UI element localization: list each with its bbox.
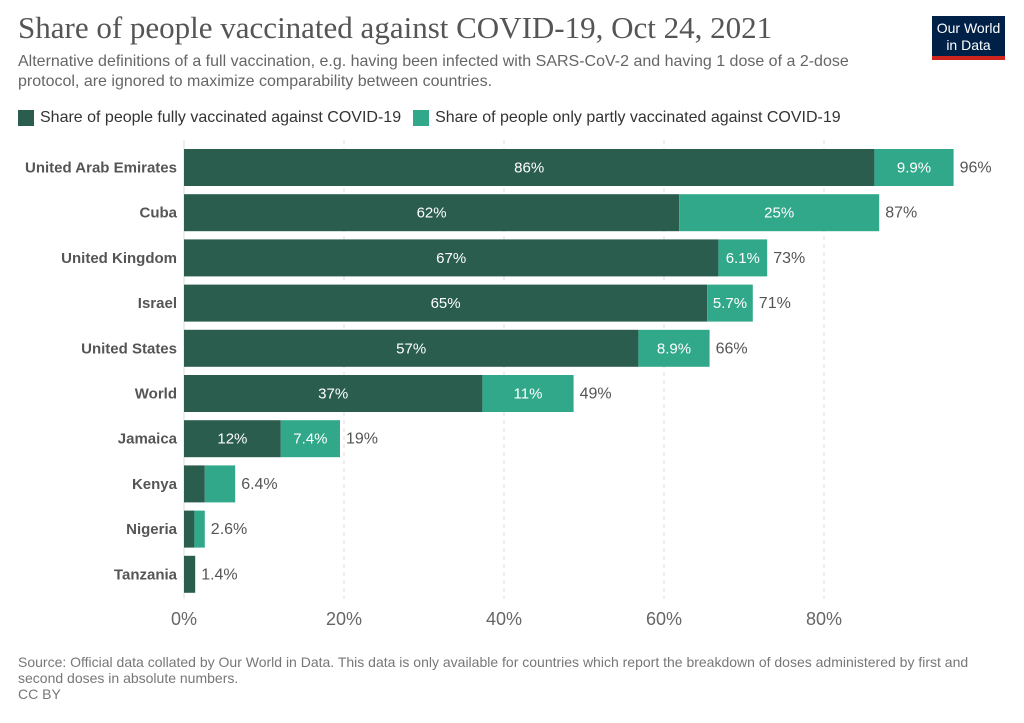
bar-fully <box>184 329 639 367</box>
bar-partly <box>718 239 768 277</box>
bar-total-label: 6.4% <box>241 476 277 493</box>
bar-fully <box>184 555 196 593</box>
bar-partly <box>482 375 574 412</box>
bar-total-label: 2.6% <box>211 521 247 538</box>
bar-partly <box>280 420 340 458</box>
category-label: Nigeria <box>126 521 178 538</box>
bar-total-label: 96% <box>960 160 992 177</box>
legend-swatch-partly <box>413 110 430 126</box>
category-label: United Kingdom <box>61 250 177 267</box>
chart-title: Share of people vaccinated against COVID… <box>18 10 773 45</box>
bar-partly <box>679 194 880 232</box>
category-label: United Arab Emirates <box>25 160 177 177</box>
category-label: Israel <box>138 295 177 312</box>
bar-partly <box>874 149 954 186</box>
footer: Source: Official data collated by Our Wo… <box>18 654 1008 702</box>
x-tick-label: 20% <box>326 609 362 629</box>
logo-line-2: in Data <box>946 37 991 53</box>
x-tick-label: 60% <box>646 609 682 629</box>
source-note: Source: Official data collated by Our Wo… <box>18 654 969 686</box>
bar-fully-label: 67% <box>436 250 466 267</box>
bar-fully <box>184 510 195 548</box>
logo-line-1: Our World <box>936 20 1001 36</box>
owid-logo[interactable]: Our World in Data <box>932 16 1005 60</box>
bar-partly <box>194 510 205 548</box>
x-tick-label: 80% <box>806 609 842 629</box>
legend-swatch-fully <box>18 110 34 126</box>
legend-item-partly[interactable]: Share of people only partly vaccinated a… <box>413 109 841 127</box>
bar-partly-label: 25% <box>764 205 794 222</box>
bar-total-label: 87% <box>885 205 917 222</box>
legend-label-partly: Share of people only partly vaccinated a… <box>435 109 841 126</box>
bar-partly-label: 11% <box>514 386 543 403</box>
bar-fully <box>184 194 680 232</box>
bar-fully <box>184 465 205 503</box>
category-label: Kenya <box>132 476 178 493</box>
category-label: United States <box>81 340 177 357</box>
bar-fully <box>184 284 708 322</box>
bar-partly <box>638 329 710 367</box>
bar-fully <box>184 239 719 277</box>
bar-total-label: 71% <box>759 295 791 312</box>
bar-fully <box>184 149 875 186</box>
bar-fully-label: 12% <box>217 431 247 448</box>
category-label: Jamaica <box>118 431 178 448</box>
bar-total-label: 1.4% <box>201 566 237 583</box>
bar-chart: 0% 20% 40% 60% 80% United Arab Emirates 86% 9.9… <box>25 140 992 629</box>
bar-fully-label: 57% <box>396 340 426 357</box>
legend-item-fully[interactable]: Share of people fully vaccinated against… <box>18 109 401 127</box>
bar-partly-label: 6.1% <box>726 250 760 267</box>
chart-subtitle: Alternative definitions of a full vaccin… <box>18 53 849 90</box>
bar-total-label: 19% <box>346 431 378 448</box>
x-tick-label: 40% <box>486 609 522 629</box>
bar-fully-label: 86% <box>514 160 544 177</box>
license-label: CC BY <box>18 686 61 702</box>
bar-fully-label: 37% <box>318 386 348 403</box>
bar-total-label: 66% <box>716 340 748 357</box>
legend-label-fully: Share of people fully vaccinated against… <box>40 109 402 126</box>
bar-partly-label: 7.4% <box>293 431 327 448</box>
bar-fully <box>184 420 281 458</box>
bar-fully-label: 65% <box>431 295 461 312</box>
category-label: Tanzania <box>114 566 178 583</box>
bar-total-label: 73% <box>773 250 805 267</box>
bar-fully <box>184 375 483 412</box>
bar-partly <box>204 465 236 503</box>
x-tick-label: 0% <box>171 609 197 629</box>
bar-partly-label: 8.9% <box>657 340 691 357</box>
legend: Share of people fully vaccinated against… <box>18 109 853 127</box>
bar-partly <box>707 284 753 322</box>
category-label: World <box>135 386 177 403</box>
bar-partly-label: 9.9% <box>897 160 931 177</box>
category-label: Cuba <box>140 205 178 222</box>
bar-partly-label: 5.7% <box>713 295 747 312</box>
bar-total-label: 49% <box>580 386 612 403</box>
bar-fully-label: 62% <box>417 205 447 222</box>
